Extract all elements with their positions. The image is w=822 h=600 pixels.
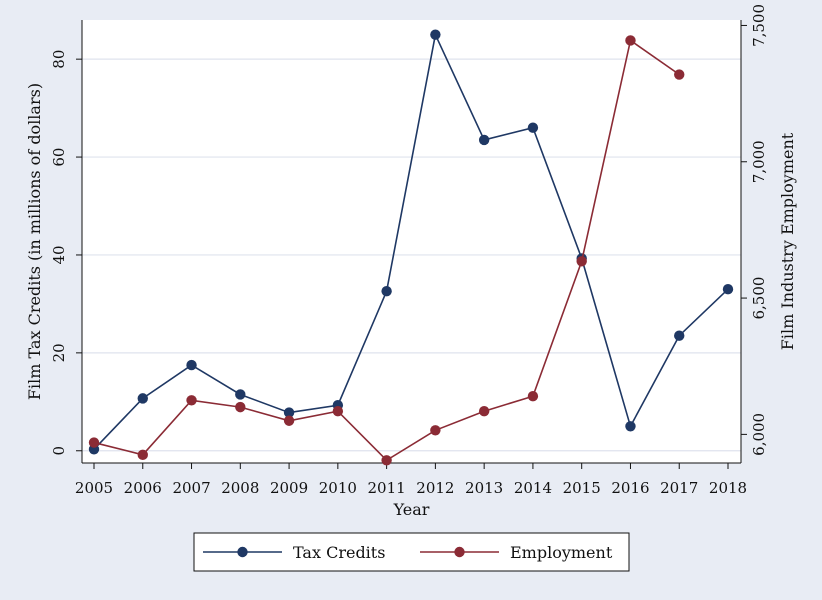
y-tick-label-left: 20 (50, 343, 68, 362)
data-point (235, 401, 246, 413)
legend-label: Employment (510, 543, 613, 562)
x-tick-label: 2017 (660, 479, 698, 497)
legend-marker (237, 546, 248, 558)
series-line-tax-credits (93, 32, 729, 450)
x-tick-label: 2013 (465, 479, 503, 497)
x-tick-label: 2009 (270, 479, 308, 497)
data-point (674, 69, 685, 80)
plot-area (82, 20, 741, 463)
data-point (332, 406, 344, 417)
x-tick-label: 2007 (172, 479, 210, 497)
x-tick-label: 2006 (124, 479, 162, 497)
data-point (527, 122, 539, 133)
x-tick-label: 2016 (611, 479, 649, 497)
y-tick-label-left: 40 (50, 245, 68, 264)
data-point (235, 389, 246, 400)
data-point (88, 437, 100, 448)
data-point (478, 134, 490, 146)
y-tick-label-left: 0 (50, 446, 68, 456)
legend-marker (454, 546, 465, 558)
y-tick-label-right: 7,500 (750, 4, 768, 47)
y-tick-label-right: 7,000 (750, 140, 768, 183)
y-tick-label-left: 80 (50, 50, 68, 69)
data-point (576, 256, 587, 267)
data-point (625, 35, 636, 46)
data-point (430, 29, 441, 40)
data-point (381, 285, 392, 297)
data-point (186, 395, 197, 406)
data-point (137, 449, 148, 461)
x-tick-label: 2011 (368, 479, 406, 497)
x-tick-label: 2010 (319, 479, 357, 497)
data-point (722, 284, 734, 295)
data-point (283, 415, 295, 426)
data-point (478, 406, 490, 417)
x-tick-label: 2018 (709, 479, 747, 497)
y-tick-label-right: 6,500 (750, 277, 768, 320)
y-axis-title-right: Film Industry Employment (778, 132, 797, 350)
y-tick-label-left: 60 (50, 148, 68, 167)
x-tick-label: 2008 (221, 479, 259, 497)
data-point (283, 407, 295, 418)
y-tick-label-right: 6,000 (750, 413, 768, 456)
y-axis-title-left: Film Tax Credits (in millions of dollars… (25, 83, 44, 400)
data-point (625, 421, 636, 432)
data-point (137, 393, 148, 404)
data-point (186, 359, 197, 371)
x-tick-label: 2014 (514, 479, 552, 497)
x-tick-label: 2012 (416, 479, 454, 497)
data-point (430, 425, 441, 436)
legend-label: Tax Credits (293, 543, 385, 562)
x-tick-label: 2015 (563, 479, 601, 497)
x-tick-label: 2005 (75, 479, 113, 497)
data-point (381, 455, 392, 466)
x-axis-title: Year (393, 500, 430, 519)
data-point (674, 330, 685, 341)
data-point (527, 391, 539, 402)
